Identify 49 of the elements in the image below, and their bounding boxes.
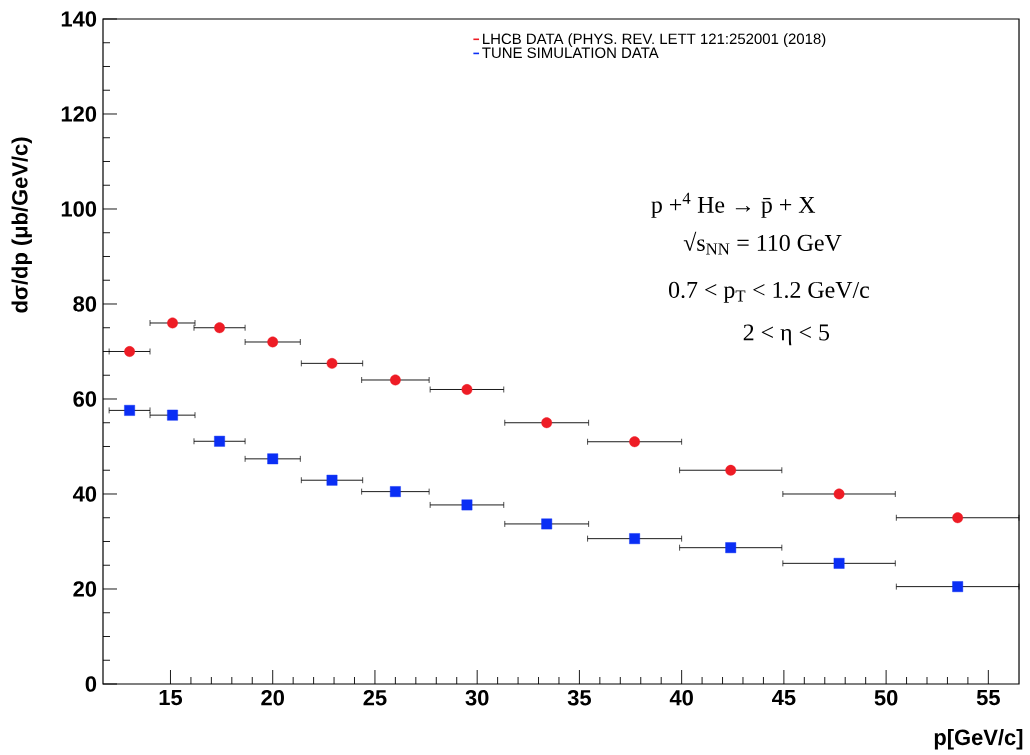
point — [167, 409, 178, 421]
point — [952, 581, 964, 592]
x-tick-label: 35 — [567, 689, 591, 706]
legend-label: TUNE SIMULATION DATA — [482, 47, 659, 59]
y-axis-title: dσ/dp (μb/GeV/c) — [11, 137, 32, 313]
point — [214, 322, 225, 334]
y-tick-label: 60 — [73, 391, 97, 407]
x-tick-label: 45 — [772, 690, 796, 706]
point — [629, 436, 640, 448]
point — [541, 417, 553, 429]
x-tick-label: 30 — [465, 689, 489, 706]
y-tick-label: 140 — [61, 11, 97, 27]
legend-label: LHCB DATA (PHYS. REV. LETT 121:252001 (2018) — [483, 33, 826, 48]
x-tick-label: 40 — [669, 689, 693, 706]
y-tick-label: 100 — [61, 201, 97, 217]
point — [461, 384, 473, 395]
y-tick-label: 0 — [85, 676, 97, 692]
x-tick-label: 25 — [363, 689, 387, 706]
point — [326, 357, 338, 369]
y-tick-label: 40 — [72, 486, 97, 502]
annotation: 0.7 < p$_{T}$ < 1.2 GeV/c — [668, 281, 870, 303]
x-tick-label: 50 — [874, 689, 898, 706]
point — [541, 518, 553, 530]
y-tick-label: 120 — [61, 106, 97, 122]
point — [326, 474, 338, 486]
annotation: p +$^{4}$ He → p̄ + X — [651, 192, 816, 218]
point — [124, 405, 135, 416]
point — [267, 336, 279, 348]
x-tick-label: 15 — [159, 690, 183, 706]
point — [952, 512, 964, 524]
point — [833, 557, 845, 569]
x-tick-label: 20 — [261, 689, 284, 706]
annotation: √s$_{NN}$ = 110 GeV — [683, 231, 842, 255]
point — [629, 533, 640, 545]
point — [167, 317, 178, 329]
point — [214, 435, 225, 447]
point — [725, 542, 737, 554]
point — [267, 453, 279, 465]
point — [833, 488, 845, 500]
point — [725, 464, 737, 476]
x-tick-label: 55 — [976, 690, 1000, 706]
point — [390, 486, 401, 497]
point — [461, 499, 473, 511]
point — [124, 346, 135, 357]
point — [390, 374, 401, 386]
annotation: 2 < η < 5 — [743, 324, 830, 346]
x-axis-title: p[GeV/c] — [934, 729, 1023, 750]
y-tick-label: 20 — [73, 581, 97, 597]
y-tick-label: 80 — [73, 296, 97, 312]
